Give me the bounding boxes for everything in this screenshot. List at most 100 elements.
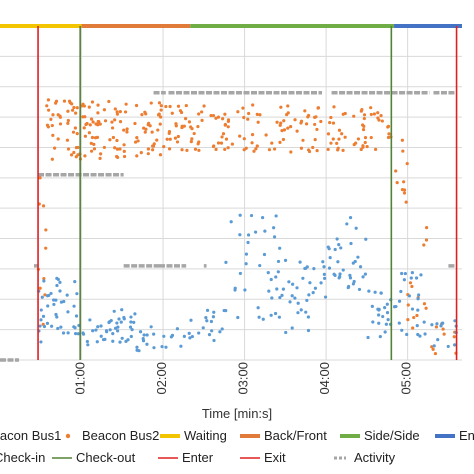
data-point xyxy=(125,127,129,131)
data-point xyxy=(353,259,357,264)
data-point xyxy=(202,104,206,108)
data-point xyxy=(376,111,380,115)
data-point xyxy=(304,122,309,126)
data-point xyxy=(306,148,311,152)
data-point xyxy=(62,99,67,103)
data-point xyxy=(354,226,358,230)
data-point xyxy=(84,122,88,127)
data-point xyxy=(289,150,293,154)
data-point xyxy=(261,317,265,321)
data-point xyxy=(446,344,450,349)
data-point xyxy=(66,109,70,113)
data-point xyxy=(242,148,246,152)
data-point xyxy=(98,156,102,160)
data-point xyxy=(299,121,303,125)
data-point xyxy=(255,112,259,116)
data-point xyxy=(340,132,344,136)
data-point xyxy=(348,276,353,280)
data-point xyxy=(146,152,150,156)
data-point xyxy=(404,200,408,204)
data-point xyxy=(366,335,370,340)
data-point xyxy=(322,265,326,269)
data-point xyxy=(113,118,117,122)
data-point xyxy=(151,148,155,152)
data-point xyxy=(266,271,270,275)
data-point xyxy=(223,112,227,116)
data-point xyxy=(209,319,213,324)
legend-label: Check-in xyxy=(0,450,45,465)
data-point xyxy=(230,142,234,146)
data-point xyxy=(196,125,200,129)
data-point xyxy=(88,123,92,127)
data-point xyxy=(133,140,138,144)
data-point xyxy=(74,111,78,115)
data-point xyxy=(139,151,143,155)
data-point xyxy=(264,133,268,137)
data-point xyxy=(399,289,403,294)
data-point xyxy=(111,332,115,336)
data-point xyxy=(452,343,457,347)
data-point xyxy=(52,302,56,307)
data-point xyxy=(108,319,112,324)
data-point xyxy=(381,314,385,319)
data-point xyxy=(167,130,172,134)
data-point xyxy=(116,329,120,333)
data-point xyxy=(54,298,58,302)
data-point xyxy=(411,326,415,330)
data-point xyxy=(364,237,368,241)
data-point xyxy=(157,112,161,116)
data-point xyxy=(49,117,53,121)
data-point xyxy=(371,320,375,324)
data-point xyxy=(211,113,216,118)
data-point xyxy=(94,328,98,332)
data-point xyxy=(212,144,216,148)
data-point xyxy=(89,117,94,121)
data-point xyxy=(246,117,250,121)
data-point xyxy=(111,339,115,343)
data-point xyxy=(441,327,445,331)
data-point xyxy=(143,130,147,134)
data-point xyxy=(303,109,307,113)
data-point xyxy=(386,125,390,129)
data-point xyxy=(185,148,189,152)
data-point xyxy=(44,228,48,232)
data-point xyxy=(174,124,178,128)
data-point xyxy=(72,304,76,308)
data-point xyxy=(305,265,309,269)
data-point xyxy=(339,246,343,250)
data-point xyxy=(400,138,404,142)
data-point xyxy=(252,149,256,153)
data-point xyxy=(207,333,212,337)
data-point xyxy=(120,308,124,312)
data-point xyxy=(146,123,150,127)
data-point xyxy=(422,320,426,324)
data-point xyxy=(218,330,222,334)
data-point xyxy=(359,109,363,113)
data-point xyxy=(338,274,342,279)
data-point xyxy=(291,282,295,286)
data-point xyxy=(118,110,122,114)
data-point xyxy=(335,141,339,146)
data-point xyxy=(293,118,297,122)
data-point xyxy=(149,101,153,105)
data-point xyxy=(71,108,75,112)
data-point xyxy=(72,150,76,155)
data-point xyxy=(42,324,47,329)
data-point xyxy=(341,148,345,153)
data-point xyxy=(432,344,436,348)
data-point xyxy=(306,328,311,333)
data-point xyxy=(55,315,59,319)
data-point xyxy=(416,297,420,301)
data-point xyxy=(120,336,124,340)
data-point xyxy=(74,155,78,159)
data-point xyxy=(130,327,134,332)
data-point xyxy=(242,115,246,120)
data-point xyxy=(279,121,283,125)
data-point xyxy=(145,333,149,337)
data-point xyxy=(243,288,247,292)
data-point xyxy=(238,233,242,237)
data-point xyxy=(169,335,173,339)
data-point xyxy=(133,312,137,316)
data-point xyxy=(338,272,342,276)
data-point xyxy=(238,271,242,276)
